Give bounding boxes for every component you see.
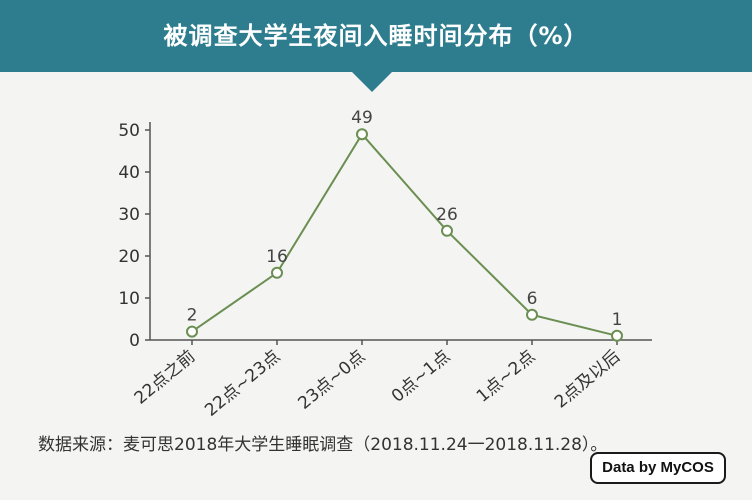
title-pointer xyxy=(352,72,392,92)
y-tick-label: 30 xyxy=(118,205,140,225)
data-point xyxy=(186,325,198,338)
data-label: 2 xyxy=(187,306,198,326)
chart-axes xyxy=(149,122,652,341)
y-tick-label: 0 xyxy=(129,331,140,351)
data-label: 26 xyxy=(436,205,458,225)
data-point xyxy=(611,329,623,342)
data-point xyxy=(441,224,453,237)
y-tick-label: 50 xyxy=(118,121,140,141)
title-banner xyxy=(0,0,752,72)
y-tick-label: 10 xyxy=(118,289,140,309)
data-markers xyxy=(186,128,623,342)
data-label: 1 xyxy=(612,310,623,330)
chart-title: 被调查大学生夜间入睡时间分布（%） xyxy=(163,22,589,50)
series-line-group xyxy=(191,132,618,337)
series-line xyxy=(191,132,618,337)
data-label: 49 xyxy=(351,108,373,128)
x-tick-label: 23点~0点 xyxy=(295,347,370,414)
y-tick-label: 20 xyxy=(118,247,140,267)
x-axis-labels: 22点之前 22点~23点 23点~0点 0点~1点 1点~2点 2点及以后 xyxy=(131,340,624,421)
y-tick-label: 40 xyxy=(118,163,140,183)
data-point xyxy=(271,266,283,279)
source-note: 数据来源：麦可思2018年大学生睡眠调查（2018.11.24一2018.11.… xyxy=(38,435,608,455)
x-tick-label: 2点及以后 xyxy=(551,347,624,413)
data-label: 6 xyxy=(527,289,538,309)
mycos-logo: Data by MyCOS xyxy=(590,452,726,484)
data-point xyxy=(526,308,538,321)
x-tick-label: 0点~1点 xyxy=(388,347,454,407)
data-labels: 2 16 49 26 6 1 xyxy=(187,108,623,330)
x-tick-label: 22点~23点 xyxy=(201,347,284,421)
data-point xyxy=(356,128,368,141)
y-axis-ticks: 0 10 20 30 40 50 xyxy=(118,121,150,351)
data-label: 16 xyxy=(266,247,288,267)
x-tick-label: 1点~2点 xyxy=(473,347,539,407)
x-tick-label: 22点之前 xyxy=(131,347,200,409)
